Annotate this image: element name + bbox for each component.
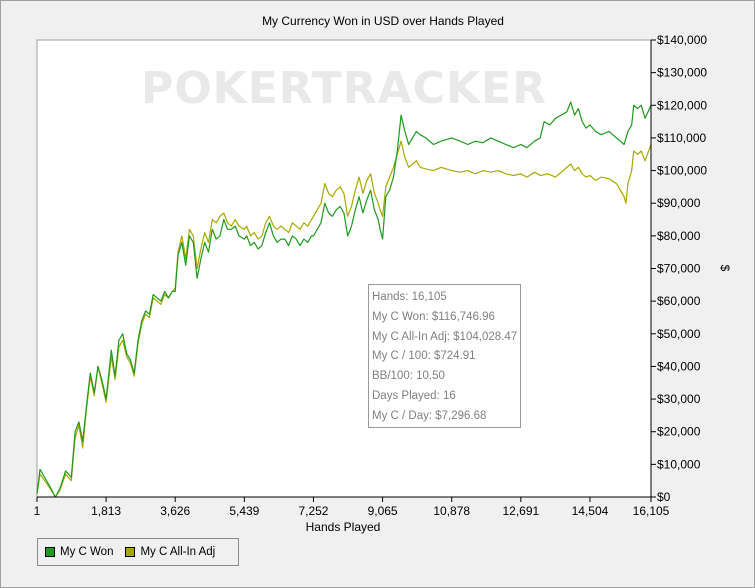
- legend-swatch: [125, 547, 136, 557]
- y-tick-label: $80,000: [657, 229, 701, 243]
- y-tick-label: $10,000: [657, 457, 701, 471]
- tooltip-won: My C Won: $116,746.96: [372, 310, 495, 323]
- y-axis-label: $: [718, 265, 732, 272]
- x-tick-label: 3,626: [160, 504, 190, 518]
- hover-tooltip: Hands: 16,105 My C Won: $116,746.96 My C…: [368, 284, 521, 428]
- x-tick-label: 5,439: [229, 504, 259, 518]
- y-tick-label: $100,000: [657, 164, 707, 178]
- plot-area: [36, 39, 652, 498]
- y-tick-label: $130,000: [657, 66, 707, 80]
- series-line-0: [36, 101, 652, 498]
- y-tick-label: $110,000: [657, 131, 706, 145]
- watermark-logo: POKERTRACKER: [141, 63, 547, 114]
- x-axis-label: Hands Played: [306, 520, 381, 534]
- y-tick-label: $50,000: [657, 327, 701, 341]
- legend-label: My C All-In Adj: [140, 546, 216, 558]
- y-tick-label: $60,000: [657, 294, 701, 308]
- tooltip-per-100: My C / 100: $724.91: [372, 350, 476, 363]
- y-tick-label: $70,000: [657, 262, 701, 276]
- tooltip-days: Days Played: 16: [372, 389, 456, 402]
- x-tick-label: 7,252: [298, 504, 328, 518]
- x-axis-ticks: 1 1,813 3,626 5,439 7,252 9,065 10,878 12,691 14…: [34, 497, 670, 518]
- y-tick-label: $40,000: [657, 359, 701, 373]
- series-line-1: [36, 140, 652, 498]
- legend-item-won[interactable]: My C Won: [45, 546, 113, 558]
- x-tick-label: 12,691: [502, 504, 539, 518]
- x-tick-label: 14,504: [572, 504, 609, 518]
- x-tick-label: 10,878: [433, 504, 470, 518]
- tooltip-hands: Hands: 16,105: [372, 291, 447, 303]
- tooltip-per-day: My C / Day: $7,296.68: [372, 409, 487, 422]
- x-tick-label: 1: [34, 504, 41, 518]
- chart-title: My Currency Won in USD over Hands Played: [262, 14, 504, 28]
- y-axis-ticks: $0 $10,000 $20,000 $30,000 $40,000 $50,000 $60…: [651, 33, 707, 504]
- x-tick-label: 16,105: [633, 504, 670, 518]
- tooltip-bb-100: BB/100: 10.50: [372, 370, 445, 383]
- y-tick-label: $0: [657, 490, 671, 504]
- legend-label: My C Won: [60, 546, 114, 558]
- y-tick-label: $30,000: [657, 392, 701, 406]
- y-tick-label: $90,000: [657, 196, 701, 210]
- legend: My C Won My C All-In Adj: [37, 538, 239, 566]
- legend-swatch: [45, 547, 55, 557]
- x-tick-label: 9,065: [368, 504, 398, 518]
- y-tick-label: $20,000: [657, 425, 701, 439]
- y-tick-label: $120,000: [657, 98, 707, 112]
- legend-item-allin-adj[interactable]: My C All-In Adj: [125, 546, 215, 558]
- series-layer: [36, 101, 652, 498]
- x-tick-label: 1,813: [91, 504, 121, 518]
- tooltip-allin-adj: My C All-In Adj: $104,028.47: [372, 330, 518, 343]
- y-tick-label: $140,000: [657, 33, 707, 47]
